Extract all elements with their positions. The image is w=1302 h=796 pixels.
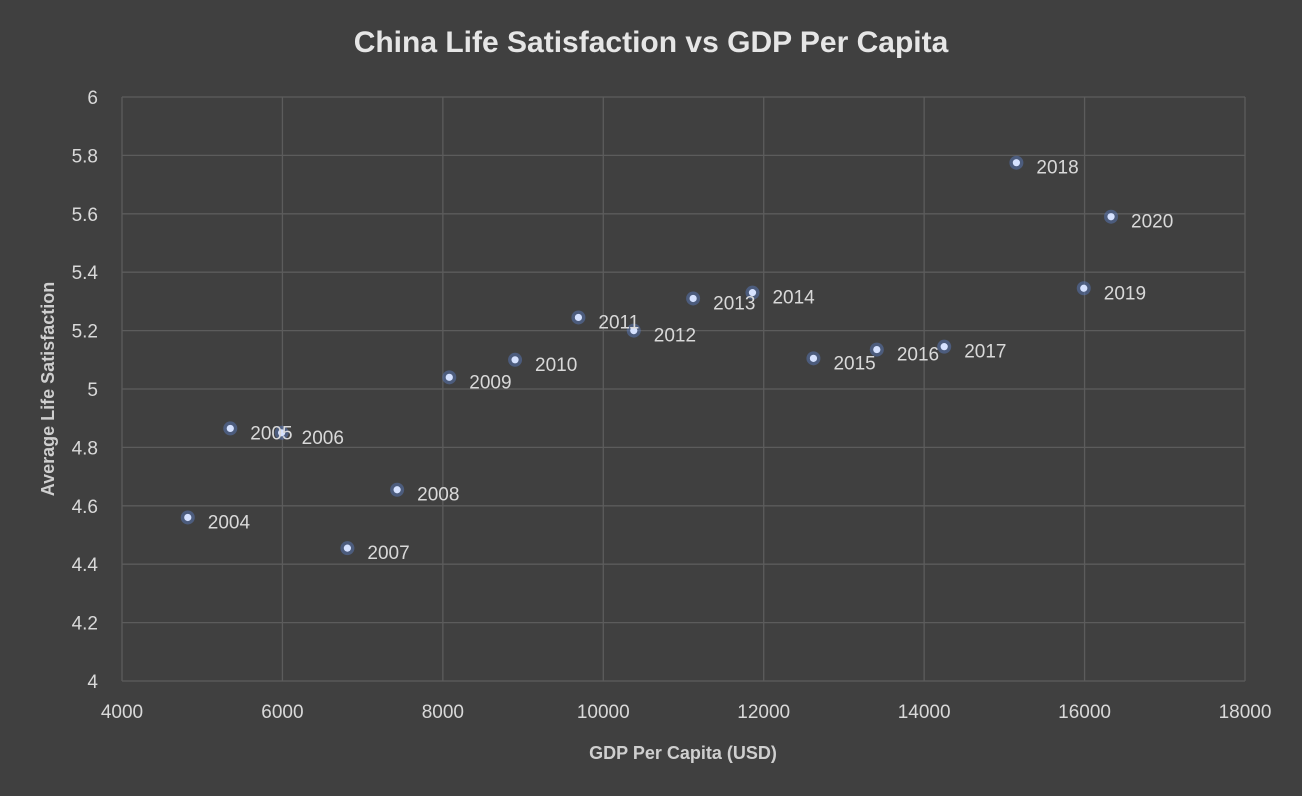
point-label: 2018 (1036, 158, 1078, 179)
point-label: 2015 (833, 353, 875, 374)
y-axis-title: Average Life Satisfaction (38, 282, 58, 496)
point-label: 2008 (417, 485, 459, 506)
scatter-point (869, 342, 884, 357)
x-tick-label: 14000 (898, 702, 951, 723)
gridlines (121, 96, 1246, 682)
scatter-point-marker (511, 356, 519, 364)
scatter-point-marker (1080, 284, 1088, 292)
chart-title: China Life Satisfaction vs GDP Per Capit… (354, 26, 949, 59)
point-label: 2011 (598, 312, 639, 333)
scatter-point-marker (278, 429, 286, 437)
scatter-point-marker (445, 373, 453, 381)
point-label: 2019 (1104, 283, 1146, 304)
y-tick-label: 6 (87, 88, 98, 109)
x-axis-title: GDP Per Capita (USD) (589, 743, 777, 763)
scatter-point-marker (689, 294, 697, 303)
point-label: 2014 (772, 288, 815, 309)
point-label: 2009 (469, 372, 511, 393)
scatter-point-marker (1107, 213, 1115, 221)
scatter-point (274, 425, 289, 440)
scatter-point-marker (809, 354, 818, 362)
point-label: 2004 (208, 512, 251, 533)
scatter-point-marker (184, 513, 192, 522)
scatter-point (571, 310, 586, 325)
point-label: 2017 (964, 342, 1006, 363)
scatter-point-marker (226, 424, 234, 433)
scatter-point (340, 541, 355, 556)
y-tick-label: 4 (87, 672, 98, 693)
y-tick-label: 4.2 (72, 614, 98, 635)
scatter-point (745, 285, 760, 300)
scatter-point-marker (630, 327, 638, 335)
data-points (180, 155, 1119, 556)
scatter-point (937, 339, 952, 354)
scatter-point (223, 421, 238, 436)
x-tick-label: 12000 (737, 702, 790, 723)
point-label: 2005 (250, 423, 292, 444)
scatter-point-marker (1012, 159, 1020, 167)
scatter-point (1009, 155, 1024, 170)
scatter-point (180, 510, 195, 525)
tick-labels: 4000 6000 8000 10000 12000 14000 16000 18000 4 4.… (72, 88, 1272, 723)
point-label: 2010 (535, 355, 577, 376)
y-tick-label: 5.8 (72, 146, 98, 167)
y-tick-label: 4.6 (72, 497, 98, 518)
scatter-point (1104, 209, 1119, 224)
y-tick-label: 5 (87, 380, 98, 401)
scatter-point (1076, 281, 1091, 296)
scatter-point (806, 351, 821, 366)
point-label: 2016 (897, 345, 939, 366)
scatter-point (508, 352, 523, 367)
scatter-point (390, 482, 405, 497)
y-tick-label: 5.4 (72, 263, 99, 284)
scatter-point-marker (940, 343, 948, 351)
scatter-point-marker (574, 313, 583, 322)
point-label: 2012 (654, 326, 696, 347)
x-tick-label: 16000 (1058, 702, 1111, 723)
point-label: 2007 (367, 543, 409, 564)
y-tick-label: 4.8 (72, 438, 98, 459)
y-tick-label: 5.2 (72, 322, 98, 343)
scatter-point (442, 370, 457, 385)
x-tick-label: 6000 (261, 702, 303, 723)
x-tick-label: 10000 (577, 702, 630, 723)
x-tick-label: 8000 (422, 702, 464, 723)
point-label: 2006 (302, 428, 344, 449)
scatter-point (626, 323, 641, 338)
point-labels: 2004 2005 2006 2007 2008 2009 2010 2011 2012 2013… (208, 158, 1174, 564)
y-tick-label: 5.6 (72, 205, 98, 226)
scatter-point-marker (873, 345, 881, 354)
x-tick-label: 4000 (101, 702, 143, 723)
scatter-point-marker (343, 544, 352, 552)
point-label: 2020 (1131, 212, 1173, 233)
x-tick-label: 18000 (1219, 702, 1272, 723)
scatter-point (686, 291, 701, 306)
y-tick-label: 4.4 (72, 555, 99, 576)
scatter-point-marker (748, 289, 757, 297)
point-label: 2013 (713, 293, 755, 314)
scatter-point-marker (393, 486, 401, 494)
